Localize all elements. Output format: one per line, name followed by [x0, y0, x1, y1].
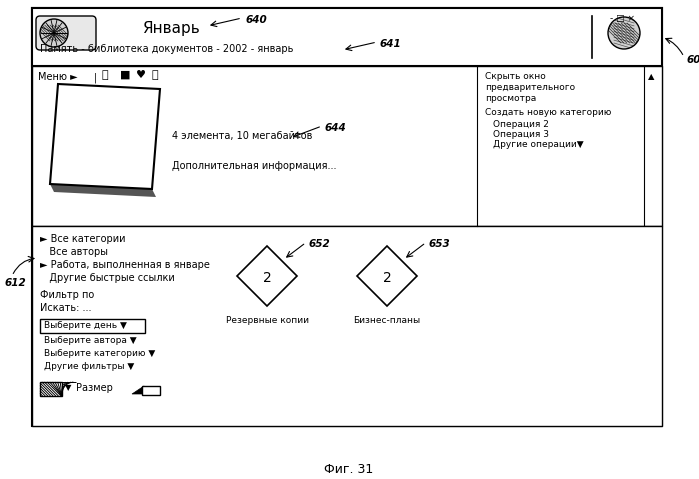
Text: Операция 3: Операция 3 [493, 130, 549, 139]
Text: Меню ►: Меню ► [38, 72, 78, 82]
Text: 644: 644 [324, 123, 346, 133]
Text: 2: 2 [382, 271, 391, 285]
Bar [32, 66, 662, 226]
Text: Январь: Январь [142, 21, 200, 36]
Circle shape [608, 17, 640, 49]
Text: просмотра: просмотра [485, 94, 536, 103]
Text: Другие операции▼: Другие операции▼ [493, 140, 584, 149]
Text: ▼: ▼ [65, 383, 71, 392]
Polygon shape [50, 184, 156, 197]
Text: Выберите автора ▼: Выберите автора ▼ [44, 336, 136, 345]
Text: 640: 640 [245, 15, 267, 25]
Text: Другие быстрые ссылки: Другие быстрые ссылки [40, 273, 175, 283]
Text: |: | [94, 72, 97, 82]
Circle shape [40, 19, 68, 47]
Text: 641: 641 [379, 39, 401, 49]
Polygon shape [357, 246, 417, 306]
Text: Искать: ...: Искать: ... [40, 303, 92, 313]
Text: 653: 653 [428, 239, 449, 249]
Text: ■: ■ [120, 70, 131, 80]
Text: Скрыть окно: Скрыть окно [485, 72, 546, 81]
Text: 612: 612 [4, 278, 26, 288]
Text: 🌐: 🌐 [152, 70, 159, 80]
Text: Создать новую категорию: Создать новую категорию [485, 108, 612, 117]
Bar [32, 226, 662, 426]
Text: ▲: ▲ [648, 72, 654, 81]
Text: 2: 2 [263, 271, 271, 285]
Text: 600: 600 [686, 55, 699, 65]
FancyBboxPatch shape [36, 16, 96, 50]
Text: 🔒: 🔒 [102, 70, 108, 80]
Text: Резервные копии: Резервные копии [226, 316, 308, 325]
Text: Бизнес-планы: Бизнес-планы [354, 316, 421, 325]
Text: ♥: ♥ [136, 70, 146, 80]
Polygon shape [237, 246, 297, 306]
Bar [32, 8, 662, 66]
Text: 652: 652 [308, 239, 330, 249]
Text: - □ ×: - □ × [610, 14, 635, 23]
Text: Другие фильтры ▼: Другие фильтры ▼ [44, 362, 134, 371]
Text: Операция 2: Операция 2 [493, 120, 549, 129]
Text: Размер: Размер [76, 383, 113, 393]
Text: 4 элемента, 10 мегабайтов: 4 элемента, 10 мегабайтов [172, 131, 312, 141]
Bar [40, 382, 62, 396]
Text: Выберите день ▼: Выберите день ▼ [44, 321, 127, 330]
Text: Все авторы: Все авторы [40, 247, 108, 257]
Text: предварительного: предварительного [485, 83, 575, 92]
Text: Память - библиотека документов - 2002 - январь: Память - библиотека документов - 2002 - … [40, 44, 294, 54]
Text: Выберите категорию ▼: Выберите категорию ▼ [44, 349, 155, 358]
Text: Фиг. 31: Фиг. 31 [324, 463, 374, 476]
Text: ► Все категории: ► Все категории [40, 234, 126, 244]
Polygon shape [132, 386, 146, 394]
Bar [32, 8, 662, 426]
Polygon shape [50, 84, 160, 189]
Text: ► Работа, выполненная в январе: ► Работа, выполненная в январе [40, 260, 210, 270]
Bar [40, 319, 145, 333]
Text: Фильтр по: Фильтр по [40, 290, 94, 300]
Bar [142, 386, 160, 395]
Text: Дополнительная информация...: Дополнительная информация... [172, 161, 336, 171]
